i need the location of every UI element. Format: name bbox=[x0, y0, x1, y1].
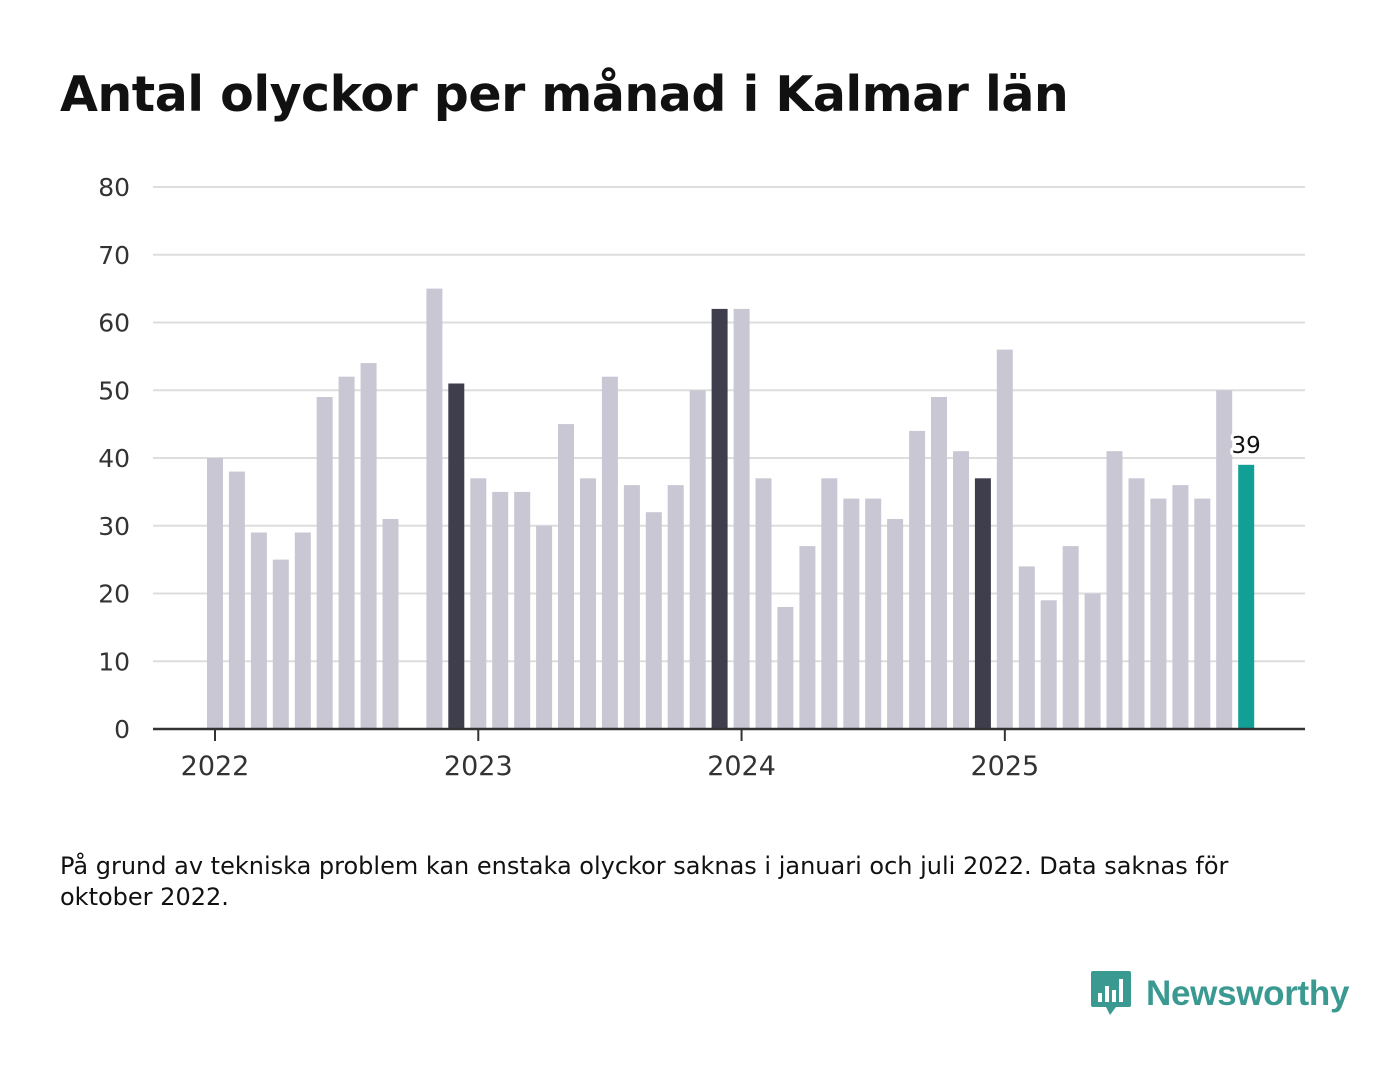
y-tick-label-40: 40 bbox=[98, 444, 130, 473]
bars bbox=[207, 288, 1255, 730]
axes: 0 10 20 30 40 50 60 70 80 2022 2023 2024 2025 bbox=[98, 173, 1305, 782]
bar-2022-05 bbox=[294, 532, 311, 729]
brand-name: Newsworthy bbox=[1146, 974, 1350, 1013]
labels: 39 bbox=[1229, 430, 1264, 462]
bar-2023-04 bbox=[536, 525, 553, 730]
chart-footnote: På grund av tekniska problem kan enstaka… bbox=[60, 852, 1229, 911]
bar-2024-07 bbox=[865, 498, 882, 729]
bar-2024-09 bbox=[909, 430, 926, 729]
x-tick-label-2022: 2022 bbox=[181, 751, 250, 782]
bar-2024-03 bbox=[777, 607, 794, 729]
bar-2023-03 bbox=[514, 491, 531, 729]
bar-2025-05 bbox=[1084, 593, 1101, 729]
bar-2022-08 bbox=[360, 363, 377, 729]
y-tick-label-60: 60 bbox=[98, 309, 130, 338]
x-tick-label-2024: 2024 bbox=[707, 751, 776, 782]
bar-2022-01 bbox=[207, 458, 223, 729]
bar-2024-12 bbox=[974, 478, 991, 729]
bar-2024-11 bbox=[953, 451, 969, 729]
bar-2022-04 bbox=[272, 559, 289, 729]
bar-2025-03 bbox=[1040, 600, 1057, 729]
bar-2025-02 bbox=[1018, 566, 1035, 729]
bar-2023-10 bbox=[667, 485, 684, 729]
y-tick-label-10: 10 bbox=[98, 647, 130, 676]
bar-2024-08 bbox=[887, 519, 904, 729]
newsworthy-brand: Newsworthy bbox=[1090, 968, 1349, 1020]
bar-2022-12 bbox=[448, 383, 465, 729]
bar-2024-02 bbox=[755, 478, 772, 729]
bar-2022-07 bbox=[338, 376, 355, 729]
bar-2025-12 bbox=[1238, 464, 1255, 729]
bar-2025-04 bbox=[1062, 546, 1079, 729]
bar-2024-06 bbox=[843, 498, 860, 729]
bar-2023-02 bbox=[492, 491, 509, 729]
bar-2022-06 bbox=[316, 397, 333, 729]
bar-2025-10 bbox=[1194, 498, 1211, 729]
bar-2025-07 bbox=[1128, 478, 1145, 729]
bar-2023-07 bbox=[601, 376, 618, 729]
bar-2024-04 bbox=[799, 546, 816, 729]
bar-2025-01 bbox=[996, 349, 1013, 729]
y-tick-label-70: 70 bbox=[98, 241, 130, 270]
bar-2025-08 bbox=[1150, 498, 1167, 729]
bar-2022-09 bbox=[382, 519, 399, 729]
bar-chart: 0 10 20 30 40 50 60 70 80 2022 2023 2024 2025 39 bbox=[98, 173, 1305, 782]
bar-2023-12 bbox=[711, 308, 728, 729]
bar-2025-11 bbox=[1216, 390, 1233, 730]
bar-2022-03 bbox=[250, 532, 267, 729]
bar-2024-01 bbox=[733, 308, 750, 729]
bar-2023-11 bbox=[689, 390, 706, 730]
data-label-2025-12: 39 bbox=[1232, 433, 1261, 459]
bar-2023-08 bbox=[623, 485, 640, 729]
bar-2024-10 bbox=[931, 397, 947, 729]
chart-title: Antal olyckor per månad i Kalmar län bbox=[60, 66, 1069, 123]
y-tick-label-0: 0 bbox=[114, 715, 130, 744]
bar-2022-02 bbox=[228, 471, 245, 729]
bar-2023-06 bbox=[580, 478, 596, 729]
newsworthy-logo-icon bbox=[1091, 971, 1131, 1015]
y-tick-label-50: 50 bbox=[98, 376, 130, 405]
bar-2023-09 bbox=[645, 512, 662, 729]
bar-2025-06 bbox=[1106, 451, 1123, 729]
x-tick-label-2023: 2023 bbox=[444, 751, 513, 782]
x-tick-label-2025: 2025 bbox=[970, 751, 1039, 782]
y-tick-label-30: 30 bbox=[98, 512, 130, 541]
bar-2022-11 bbox=[426, 288, 443, 729]
bar-2023-01 bbox=[470, 478, 487, 729]
bar-2025-09 bbox=[1172, 485, 1189, 729]
bar-2024-05 bbox=[821, 478, 838, 729]
y-tick-label-20: 20 bbox=[98, 580, 130, 609]
y-tick-label-80: 80 bbox=[98, 173, 130, 202]
bar-2023-05 bbox=[558, 424, 574, 729]
